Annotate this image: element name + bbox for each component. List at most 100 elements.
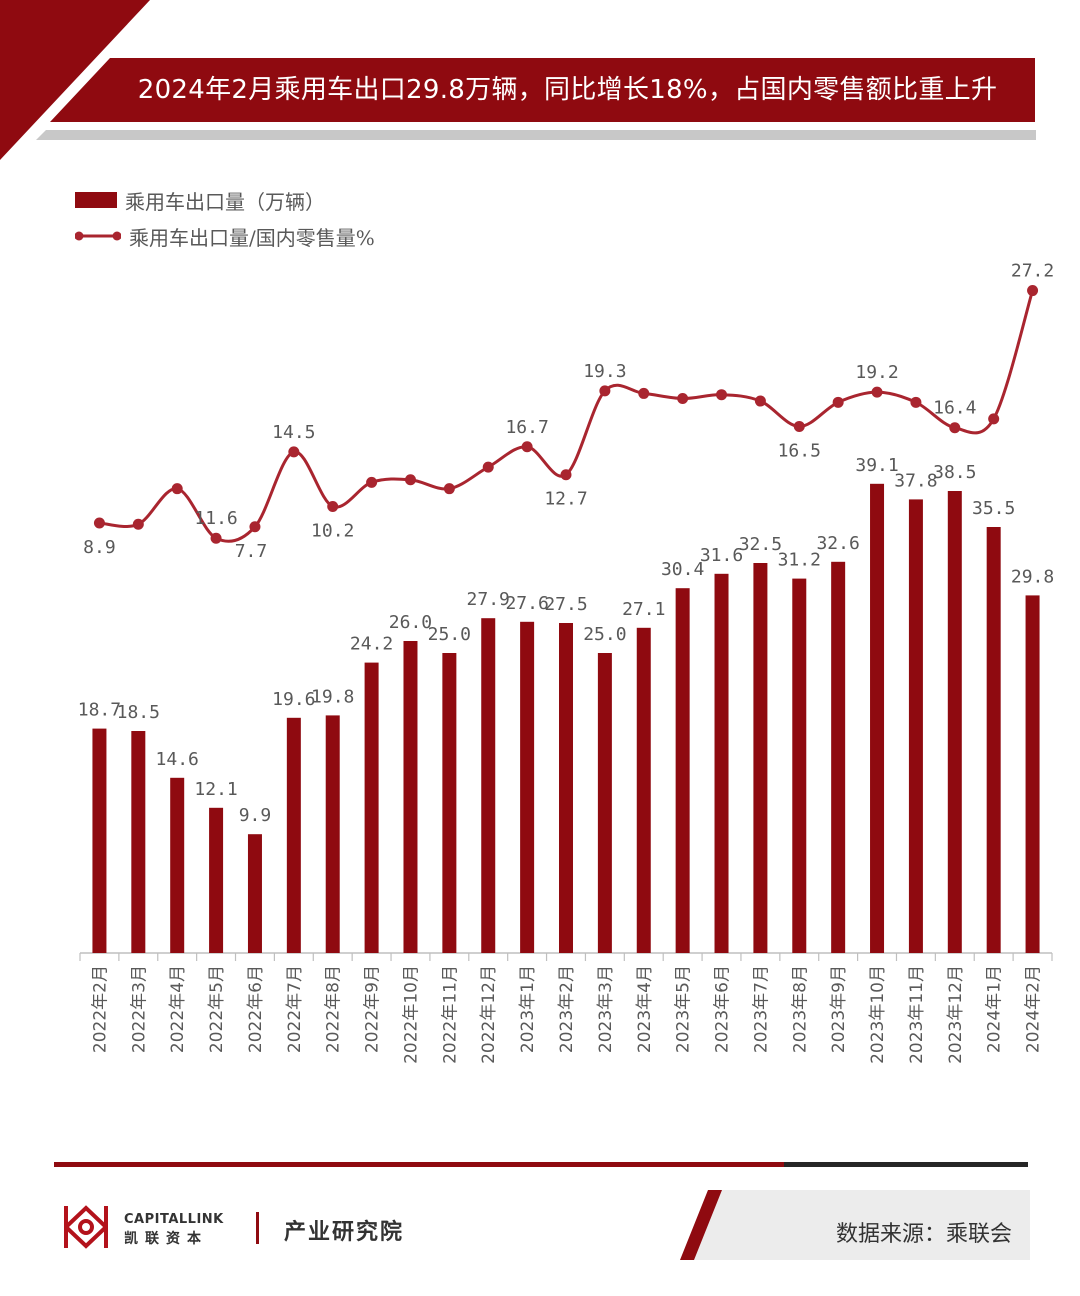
ratio-value-label: 27.2 xyxy=(1011,261,1054,282)
x-tick-label: 2023年10月 xyxy=(868,965,888,1064)
ratio-point xyxy=(249,521,261,533)
bar-value-label: 24.2 xyxy=(350,634,393,655)
bar-mark xyxy=(325,715,340,953)
brand-divider xyxy=(256,1212,259,1244)
bar-value-label: 25.0 xyxy=(583,624,626,645)
x-tick-label: 2022年10月 xyxy=(401,965,421,1064)
corner-triangle-decoration xyxy=(0,0,150,160)
export-volume-chart: 18.718.514.612.19.919.619.824.226.025.02… xyxy=(78,261,1054,1064)
x-tick-label: 2023年6月 xyxy=(713,965,733,1053)
ratio-point xyxy=(599,385,611,397)
ratio-point xyxy=(677,393,689,405)
bar-value-label: 12.1 xyxy=(194,779,237,800)
bar-mark xyxy=(1025,595,1040,953)
ratio-point xyxy=(482,461,494,473)
bar-value-label: 32.6 xyxy=(816,533,859,554)
footer-rule-black xyxy=(784,1162,1028,1167)
ratio-point xyxy=(366,476,378,488)
x-tick-label: 2023年7月 xyxy=(751,965,771,1053)
ratio-value-label: 11.6 xyxy=(194,508,237,529)
ratio-point xyxy=(132,518,144,530)
source-panel xyxy=(680,1190,1030,1260)
page-title: 2024年2月乘用车出口29.8万辆，同比增长18%，占国内零售额比重上升 xyxy=(137,75,998,105)
x-tick-label: 2022年12月 xyxy=(479,965,499,1064)
bar-value-label: 25.0 xyxy=(428,624,471,645)
bar-mark xyxy=(986,527,1001,953)
bar-value-label: 27.1 xyxy=(622,599,665,620)
ratio-value-label: 16.4 xyxy=(933,398,976,419)
x-tick-label: 2023年12月 xyxy=(946,965,966,1064)
ratio-point xyxy=(404,474,416,486)
bar-mark xyxy=(947,491,962,953)
x-tick-label: 2022年2月 xyxy=(90,965,110,1053)
ratio-point xyxy=(93,517,105,529)
legend-line-swatch xyxy=(75,231,121,241)
bar-value-label: 31.6 xyxy=(700,545,743,566)
bar-mark xyxy=(442,653,457,953)
ratio-value-label: 16.5 xyxy=(778,440,821,461)
bar-mark xyxy=(559,623,573,953)
data-source: 数据来源：乘联会 xyxy=(835,1222,1012,1247)
bar-mark xyxy=(209,807,224,953)
ratio-point xyxy=(988,413,1000,425)
bar-value-label: 37.8 xyxy=(894,470,937,491)
bar-value-label: 31.2 xyxy=(778,550,821,571)
ratio-point xyxy=(288,446,300,458)
x-tick-label: 2023年3月 xyxy=(596,965,616,1053)
ratio-value-label: 19.3 xyxy=(583,361,626,382)
ratio-value-label: 12.7 xyxy=(544,489,587,510)
ratio-point xyxy=(638,387,650,399)
x-tick-label: 2023年1月 xyxy=(518,965,538,1053)
footer-rule-red xyxy=(54,1162,784,1167)
ratio-point xyxy=(521,441,533,453)
bar-mark xyxy=(92,728,107,953)
ratio-value-label: 10.2 xyxy=(311,520,354,541)
bar-value-label: 19.8 xyxy=(311,686,354,707)
bar-mark xyxy=(131,731,146,953)
ratio-point xyxy=(443,483,455,495)
x-tick-label: 2022年4月 xyxy=(168,965,188,1053)
source-slash-decoration xyxy=(680,1190,722,1260)
ratio-point xyxy=(754,395,766,407)
bar-mark xyxy=(520,621,535,953)
bar-mark xyxy=(792,578,807,953)
legend-label-bar: 乘用车出口量（万辆） xyxy=(125,189,325,214)
ratio-point xyxy=(1027,285,1039,297)
ratio-point xyxy=(871,386,883,398)
chart-legend: 乘用车出口量（万辆） 乘用车出口量/国内零售量% xyxy=(75,182,375,254)
ratio-point xyxy=(171,483,183,495)
brand-name-cn: 凯联资本 xyxy=(124,1231,208,1247)
x-tick-label: 2022年11月 xyxy=(440,965,460,1064)
bar-value-label: 26.0 xyxy=(389,612,432,633)
bar-value-label: 18.5 xyxy=(117,702,160,723)
legend-item-bar: 乘用车出口量（万辆） xyxy=(75,182,375,218)
x-tick-label: 2022年9月 xyxy=(363,965,383,1053)
ratio-value-label: 19.2 xyxy=(855,362,898,383)
bar-value-label: 29.8 xyxy=(1011,566,1054,587)
bar-value-label: 27.6 xyxy=(505,593,548,614)
brand-name-en: CAPITALLINK xyxy=(124,1212,224,1227)
ratio-point xyxy=(327,500,339,512)
bar-mark xyxy=(753,563,768,953)
bar-mark xyxy=(908,499,923,953)
x-tick-label: 2022年8月 xyxy=(324,965,344,1053)
ratio-point xyxy=(793,420,805,432)
bar-mark xyxy=(481,618,496,953)
x-tick-label: 2022年7月 xyxy=(285,965,305,1053)
x-tick-label: 2023年2月 xyxy=(557,965,577,1053)
ratio-value-label: 7.7 xyxy=(235,541,268,562)
x-tick-label: 2022年5月 xyxy=(207,965,227,1053)
bar-value-label: 14.6 xyxy=(156,749,199,770)
bar-value-label: 35.5 xyxy=(972,498,1015,519)
bar-value-label: 19.6 xyxy=(272,689,315,710)
ratio-value-label: 16.7 xyxy=(505,417,548,438)
bar-mark xyxy=(636,627,651,953)
bar-mark xyxy=(597,653,612,953)
x-tick-label: 2022年6月 xyxy=(246,965,266,1053)
ratio-point xyxy=(716,389,728,401)
x-tick-label: 2024年2月 xyxy=(1024,965,1044,1053)
bar-value-label: 30.4 xyxy=(661,559,704,580)
ratio-value-label: 8.9 xyxy=(83,537,116,558)
ratio-point xyxy=(560,469,572,481)
title-banner-shadow xyxy=(36,130,1036,140)
